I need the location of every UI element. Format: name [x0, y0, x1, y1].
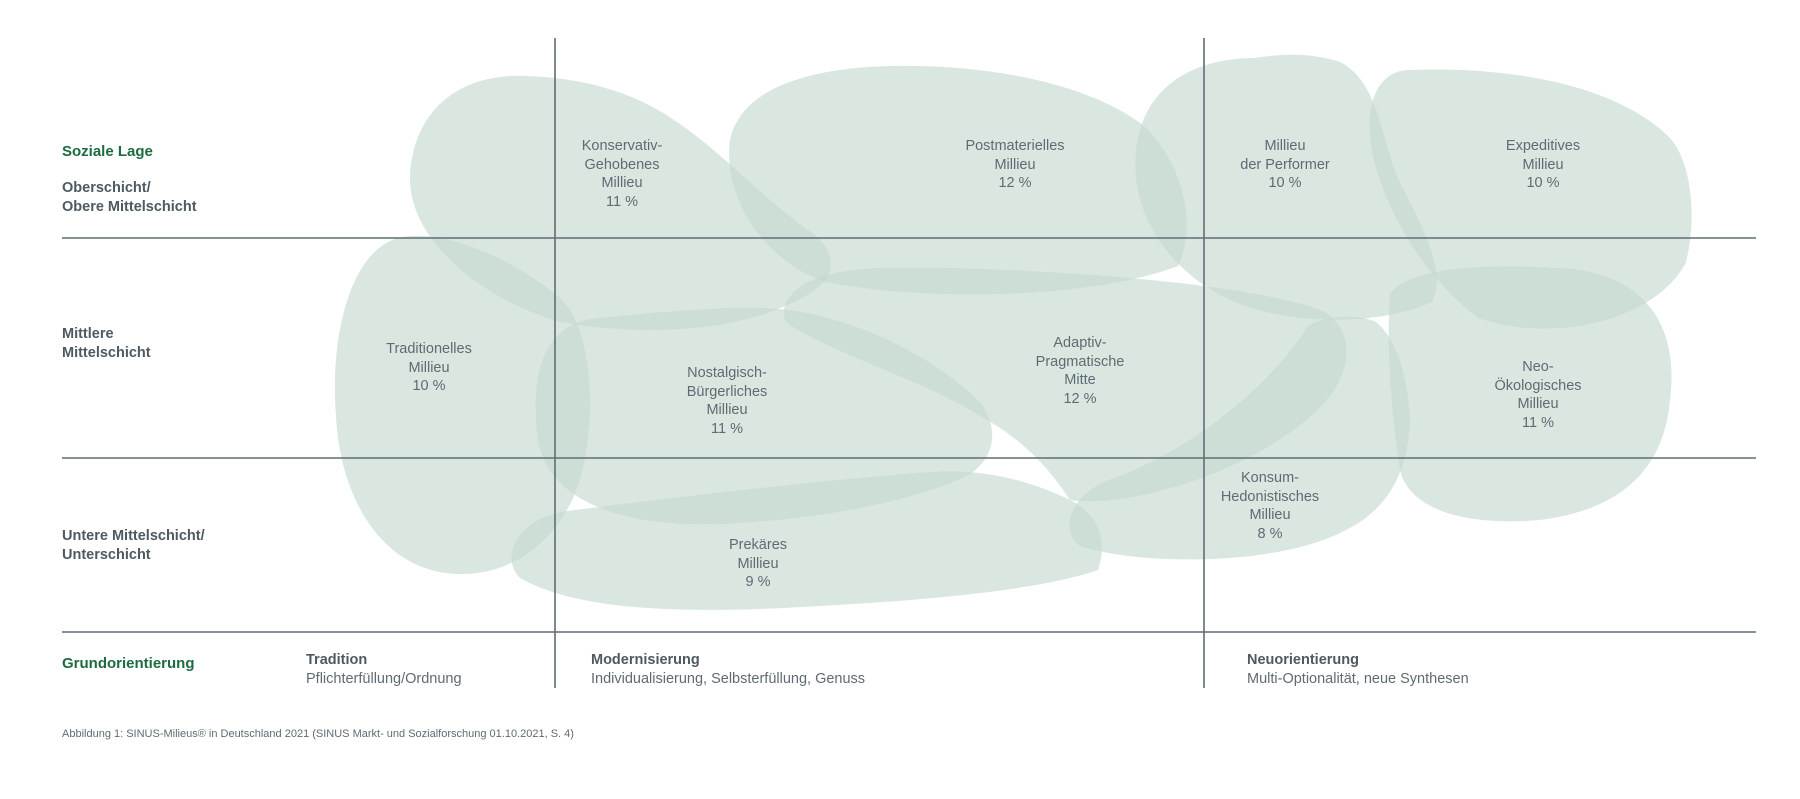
milieu-share: 8 % — [1257, 525, 1283, 542]
milieu-share: 10 % — [1526, 175, 1560, 191]
milieu-label-line: Gehobenes — [584, 156, 660, 173]
orientation-neuorientierung: Neuorientierung Multi-Optionalität, neue… — [1247, 651, 1469, 688]
milieu-label-line: Millieu — [601, 175, 643, 191]
orientation-subtitle: Multi-Optionalität, neue Synthesen — [1247, 670, 1469, 687]
milieu-area-performer — [1135, 54, 1437, 320]
milieu-label-line: Ökologisches — [1494, 377, 1582, 394]
milieu-label-line: Traditionelles — [386, 341, 472, 357]
milieu-label-line: Prekäres — [728, 537, 788, 553]
milieu-label-line: Hedonistisches — [1220, 488, 1320, 505]
row-label-line: Mittlere — [62, 326, 114, 342]
milieu-area-konsum-hedonistisches — [1069, 316, 1410, 560]
milieu-label-line: Expeditives — [1505, 138, 1581, 154]
milieu-area-traditionelles — [334, 235, 591, 575]
milieu-share: 12 % — [998, 175, 1032, 191]
milieu-share: 10 % — [1268, 175, 1302, 191]
figure-caption: Abbildung 1: SINUS-Milieus® in Deutschla… — [62, 728, 574, 740]
milieu-label-prekaeres: Prekäres Millieu 9 % — [729, 536, 787, 592]
orientation-title: Tradition — [306, 652, 368, 668]
milieu-label-line: Konsum- — [1240, 470, 1300, 486]
row-label-upper: Oberschicht/ Obere Mittelschicht — [62, 179, 197, 216]
orientation-subtitle: Individualisierung, Selbsterfüllung, Gen… — [591, 670, 866, 687]
milieu-area-expeditives — [1369, 69, 1692, 329]
milieu-label-line: Millieu — [706, 402, 748, 418]
milieu-label-line: Bürgerliches — [686, 383, 768, 400]
row-label-middle: Mittlere Mittelschicht — [62, 325, 151, 362]
milieu-share: 11 % — [606, 193, 638, 210]
milieu-share: 9 % — [745, 574, 771, 590]
milieu-label-konservativ-gehobenes: Konservativ- Gehobenes Millieu 11 % — [582, 137, 663, 211]
milieu-share: 10 % — [412, 378, 446, 394]
milieu-label-line: Millieu — [1522, 156, 1564, 173]
column-header-title: Grundorientierung — [62, 655, 195, 672]
milieu-label-postmaterielles: Postmaterielles Millieu 12 % — [965, 137, 1064, 193]
row-label-line: Mittelschicht — [62, 344, 151, 361]
row-label-line: Untere Mittelschicht/ — [62, 528, 205, 544]
milieu-label-line: Millieu — [737, 555, 779, 572]
milieu-share: 12 % — [1063, 390, 1097, 407]
milieu-label-line: Konservativ- — [581, 138, 663, 154]
milieu-label-traditionelles: Traditionelles Millieu 10 % — [386, 340, 472, 396]
milieu-label-line: Millieu — [1249, 507, 1291, 523]
milieu-label-line: Millieu — [408, 359, 450, 376]
milieu-label-nostalgisch-buergerliches: Nostalgisch- Bürgerliches Millieu 11 % — [687, 364, 768, 438]
orientation-title: Neuorientierung — [1247, 652, 1359, 668]
milieu-label-neo-oekologisches: Neo- Ökologisches Millieu 11 % — [1494, 358, 1581, 432]
milieu-area-prekaeres — [511, 471, 1102, 610]
milieu-label-line: Millieu — [1264, 138, 1306, 154]
row-header-title: Soziale Lage — [62, 143, 153, 160]
row-label-lower: Untere Mittelschicht/ Unterschicht — [62, 527, 205, 564]
orientation-modernisierung: Modernisierung Individualisierung, Selbs… — [591, 651, 865, 688]
milieu-label-performer: Millieu der Performer 10 % — [1240, 137, 1329, 193]
milieu-label-line: Millieu — [1517, 396, 1559, 412]
row-label-line: Obere Mittelschicht — [62, 198, 197, 215]
orientation-subtitle: Pflichterfüllung/Ordnung — [306, 670, 462, 687]
milieu-label-line: Mitte — [1064, 372, 1096, 388]
orientation-tradition: Tradition Pflichterfüllung/Ordnung — [306, 651, 462, 688]
milieu-label-line: Adaptiv- — [1053, 335, 1107, 351]
milieu-label-line: Pragmatische — [1035, 353, 1125, 370]
milieu-label-line: Postmaterielles — [965, 138, 1065, 154]
milieu-label-line: Nostalgisch- — [687, 365, 767, 381]
milieu-area-postmaterielles — [729, 65, 1187, 295]
milieu-label-line: der Performer — [1240, 156, 1330, 173]
milieu-label-line: Millieu — [994, 156, 1036, 173]
row-label-line: Oberschicht/ — [62, 180, 151, 196]
milieu-label-konsum-hedonistisches: Konsum- Hedonistisches Millieu 8 % — [1221, 469, 1319, 543]
milieu-label-expeditives: Expeditives Millieu 10 % — [1506, 137, 1580, 193]
milieu-share: 11 % — [1522, 414, 1554, 431]
milieu-label-adaptiv-pragmatische: Adaptiv- Pragmatische Mitte 12 % — [1036, 334, 1125, 408]
orientation-title: Modernisierung — [591, 652, 700, 668]
milieu-area-konservativ-gehobenes — [409, 75, 831, 331]
milieu-label-line: Neo- — [1522, 359, 1554, 375]
row-label-line: Unterschicht — [62, 546, 151, 563]
milieu-share: 11 % — [711, 420, 743, 437]
